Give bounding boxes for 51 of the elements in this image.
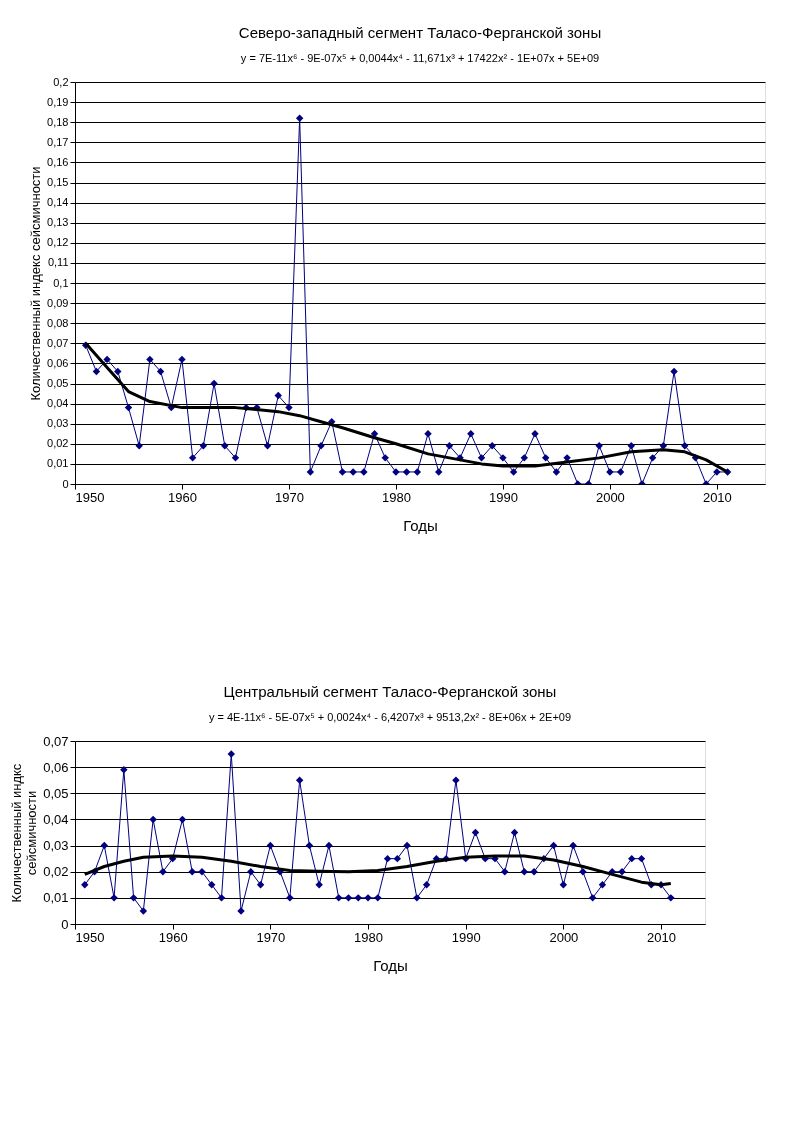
x-tick-label: 1970 bbox=[274, 489, 304, 505]
y-tick-label: 0,18 bbox=[47, 115, 69, 128]
y-tick-label: 0,02 bbox=[43, 864, 69, 880]
y-tick-label: 0,05 bbox=[43, 785, 69, 801]
chart-subtitle: y = 7E-11x⁶ - 9E-07x⁵ + 0,0044x⁴ - 11,671x³ + 17422x² - 1E+07x + 5E+09 bbox=[240, 52, 600, 64]
y-tick-label: 0,19 bbox=[47, 95, 69, 108]
y-tick-label: 0,12 bbox=[47, 236, 69, 249]
y-tick-label: 0,11 bbox=[47, 256, 69, 269]
y-tick-label: 0,06 bbox=[43, 759, 69, 775]
y-tick-label: 0,14 bbox=[47, 196, 69, 209]
y-tick-label: 0 bbox=[61, 916, 69, 932]
y-tick-label: 0,2 bbox=[53, 75, 69, 88]
y-tick-label: 0,07 bbox=[43, 733, 69, 749]
y-tick-label: 0,16 bbox=[47, 155, 69, 168]
y-tick-label: 0,01 bbox=[43, 890, 69, 906]
x-tick-label: 1950 bbox=[75, 929, 105, 945]
y-tick-label: 0 bbox=[62, 477, 69, 490]
y-tick-label: 0,15 bbox=[47, 176, 69, 188]
y-tick-label: 0,03 bbox=[43, 838, 69, 854]
y-tick-label: 0,08 bbox=[47, 316, 69, 329]
y-tick-label: 0,05 bbox=[47, 377, 69, 389]
x-axis-title: Годы bbox=[403, 516, 438, 534]
y-tick-label: 0,1 bbox=[53, 276, 69, 289]
y-tick-label: 0,09 bbox=[47, 296, 69, 309]
chart-title: Центральный сегмент Таласо-Ферганской зоны bbox=[223, 683, 557, 700]
y-tick-label: 0,03 bbox=[47, 417, 69, 430]
chart-title: Северо-западный сегмент Таласо-Ферганской зоны bbox=[238, 24, 602, 41]
y-axis-title: Количественный индкс сейсмичности bbox=[9, 763, 40, 903]
y-tick-label: 0,17 bbox=[47, 135, 69, 148]
y-axis-title: Количественный индекс сейсмичности bbox=[28, 166, 44, 401]
y-tick-label: 0,06 bbox=[47, 356, 69, 369]
x-tick-label: 2000 bbox=[549, 929, 579, 945]
y-tick-label: 0,07 bbox=[47, 336, 69, 349]
y-tick-label: 0,13 bbox=[47, 216, 69, 229]
y-tick-label: 0,02 bbox=[47, 437, 69, 450]
x-tick-label: 1990 bbox=[451, 929, 481, 945]
y-tick-label: 0,01 bbox=[47, 457, 69, 470]
x-tick-label: 1980 bbox=[381, 489, 411, 505]
x-axis-title: Годы bbox=[373, 956, 408, 974]
x-tick-label: 2010 bbox=[702, 489, 732, 505]
x-tick-label: 1970 bbox=[256, 929, 286, 945]
x-tick-label: 2000 bbox=[595, 489, 625, 505]
x-tick-label: 1990 bbox=[488, 489, 518, 505]
chart-subtitle: y = 4E-11x⁶ - 5E-07x⁵ + 0,0024x⁴ - 6,4207x³ + 9513,2x² - 8E+06x + 2E+09 bbox=[208, 711, 572, 723]
x-tick-label: 1960 bbox=[158, 929, 188, 945]
y-tick-label: 0,04 bbox=[47, 397, 69, 410]
y-tick-label: 0,04 bbox=[43, 811, 69, 827]
x-tick-label: 1950 bbox=[75, 489, 105, 505]
x-tick-label: 2010 bbox=[647, 929, 677, 945]
x-tick-label: 1960 bbox=[168, 489, 197, 505]
x-tick-label: 1980 bbox=[354, 929, 383, 945]
